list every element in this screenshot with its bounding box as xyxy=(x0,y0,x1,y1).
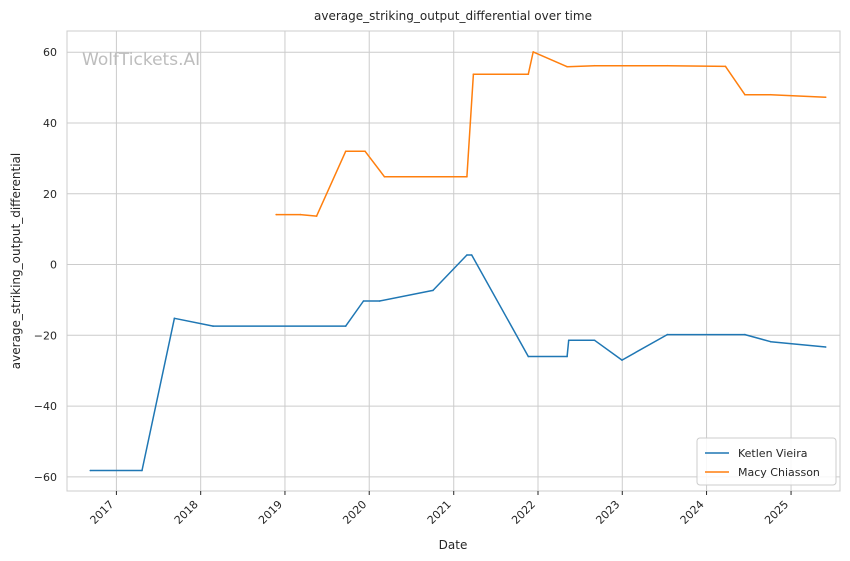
data-point-macy-chiasson xyxy=(527,73,530,75)
data-point-macy-chiasson xyxy=(383,176,386,178)
data-point-macy-chiasson xyxy=(472,73,475,75)
legend: Ketlen Vieira Macy Chiasson xyxy=(696,437,837,486)
data-point-ketlen-vieira xyxy=(769,340,772,343)
y-tick-label: −60 xyxy=(34,471,57,484)
data-point-macy-chiasson xyxy=(724,65,727,68)
data-point-macy-chiasson xyxy=(593,64,596,67)
y-tick-label: −40 xyxy=(34,400,57,413)
data-point-macy-chiasson xyxy=(344,150,347,153)
x-tick-labels: 2017 2018 2019 2020 2021 2022 2023 2024 2025 xyxy=(88,491,792,527)
y-tick-label: 60 xyxy=(43,46,57,59)
data-point-ketlen-vieira xyxy=(744,333,746,336)
data-point-ketlen-vieira xyxy=(470,254,473,256)
legend-label-ketlen-vieira: Ketlen Vieira xyxy=(738,447,807,460)
data-point-macy-chiasson xyxy=(299,213,302,216)
data-point-ketlen-vieira xyxy=(593,339,596,342)
data-point-macy-chiasson xyxy=(744,93,746,96)
x-axis-title: Date xyxy=(439,538,468,552)
data-point-ketlen-vieira xyxy=(212,325,214,327)
data-point-macy-chiasson xyxy=(466,176,468,178)
y-tick-label: 40 xyxy=(43,117,57,130)
y-tick-label: 0 xyxy=(50,259,57,272)
data-point-ketlen-vieira xyxy=(621,359,623,361)
data-point-ketlen-vieira xyxy=(344,325,347,327)
data-point-macy-chiasson xyxy=(315,215,318,217)
chart-title: average_striking_output_differential ove… xyxy=(314,9,592,23)
data-point-ketlen-vieira xyxy=(666,333,669,336)
data-point-macy-chiasson xyxy=(566,65,568,68)
data-point-ketlen-vieira xyxy=(466,254,468,256)
data-point-macy-chiasson xyxy=(532,51,534,53)
series-layer xyxy=(89,51,827,472)
data-point-ketlen-vieira xyxy=(527,355,530,358)
data-point-macy-chiasson xyxy=(364,150,366,153)
legend-label-macy-chiasson: Macy Chiasson xyxy=(738,466,820,479)
data-point-macy-chiasson xyxy=(275,213,278,216)
watermark: WolfTickets.AI xyxy=(82,50,200,70)
data-point-ketlen-vieira xyxy=(89,469,92,472)
y-tick-labels: 60 40 20 0 −20 −40 −60 xyxy=(34,46,57,484)
data-point-ketlen-vieira xyxy=(173,317,176,320)
data-point-ketlen-vieira xyxy=(824,346,827,348)
data-point-ketlen-vieira xyxy=(566,355,568,358)
y-tick-label: −20 xyxy=(34,329,57,342)
data-point-ketlen-vieira xyxy=(141,469,143,472)
data-point-ketlen-vieira xyxy=(567,339,570,342)
legend-box xyxy=(696,437,837,486)
y-axis-title: average_striking_output_differential xyxy=(9,153,23,369)
data-point-macy-chiasson xyxy=(666,64,669,67)
data-point-macy-chiasson xyxy=(824,96,827,98)
data-point-macy-chiasson xyxy=(769,93,772,96)
y-tick-label: 20 xyxy=(43,188,57,201)
data-point-ketlen-vieira xyxy=(432,289,434,292)
data-point-ketlen-vieira xyxy=(362,300,365,302)
data-point-ketlen-vieira xyxy=(378,300,381,302)
